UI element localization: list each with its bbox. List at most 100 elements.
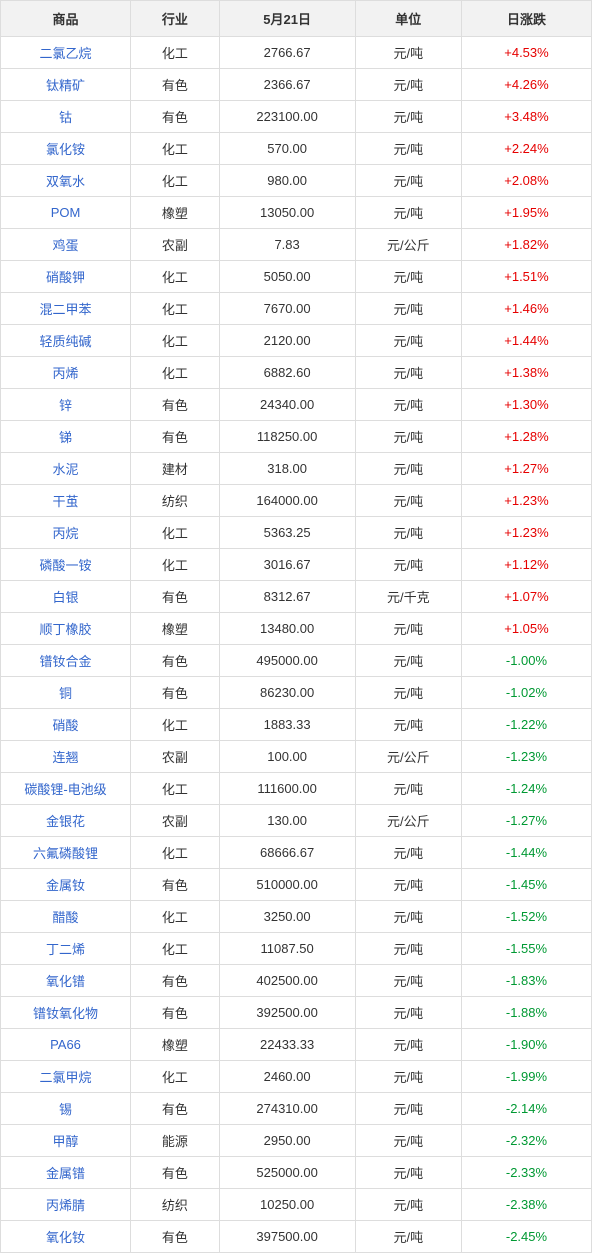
cell-product[interactable]: 碳酸锂-电池级 (1, 773, 131, 805)
cell-unit: 元/吨 (355, 709, 461, 741)
cell-product[interactable]: 镨钕氧化物 (1, 997, 131, 1029)
cell-price: 86230.00 (219, 677, 355, 709)
cell-unit: 元/吨 (355, 1189, 461, 1221)
cell-industry: 有色 (131, 677, 220, 709)
cell-unit: 元/吨 (355, 1093, 461, 1125)
table-row: 镨钕氧化物有色392500.00元/吨-1.88% (1, 997, 592, 1029)
cell-product[interactable]: 丁二烯 (1, 933, 131, 965)
cell-product[interactable]: 锌 (1, 389, 131, 421)
cell-price: 402500.00 (219, 965, 355, 997)
cell-industry: 化工 (131, 293, 220, 325)
cell-product[interactable]: 连翘 (1, 741, 131, 773)
cell-industry: 化工 (131, 165, 220, 197)
cell-product[interactable]: 金属钕 (1, 869, 131, 901)
cell-price: 3250.00 (219, 901, 355, 933)
cell-product[interactable]: 氧化镨 (1, 965, 131, 997)
cell-product[interactable]: 水泥 (1, 453, 131, 485)
cell-change: +1.28% (461, 421, 591, 453)
table-row: 碳酸锂-电池级化工111600.00元/吨-1.24% (1, 773, 592, 805)
cell-product[interactable]: 氯化铵 (1, 133, 131, 165)
cell-price: 397500.00 (219, 1221, 355, 1253)
cell-change: +3.48% (461, 101, 591, 133)
cell-industry: 有色 (131, 1221, 220, 1253)
cell-product[interactable]: 丙烯 (1, 357, 131, 389)
cell-product[interactable]: 鸡蛋 (1, 229, 131, 261)
cell-price: 2950.00 (219, 1125, 355, 1157)
cell-price: 68666.67 (219, 837, 355, 869)
cell-product[interactable]: 六氟磷酸锂 (1, 837, 131, 869)
cell-product[interactable]: PA66 (1, 1029, 131, 1061)
cell-change: -1.27% (461, 805, 591, 837)
cell-product[interactable]: 醋酸 (1, 901, 131, 933)
cell-price: 164000.00 (219, 485, 355, 517)
cell-product[interactable]: 硝酸 (1, 709, 131, 741)
cell-change: +1.44% (461, 325, 591, 357)
cell-price: 2460.00 (219, 1061, 355, 1093)
table-row: 丁二烯化工11087.50元/吨-1.55% (1, 933, 592, 965)
cell-price: 13050.00 (219, 197, 355, 229)
cell-product[interactable]: 干茧 (1, 485, 131, 517)
cell-unit: 元/吨 (355, 613, 461, 645)
cell-product[interactable]: 混二甲苯 (1, 293, 131, 325)
cell-price: 5050.00 (219, 261, 355, 293)
cell-industry: 有色 (131, 421, 220, 453)
cell-product[interactable]: POM (1, 197, 131, 229)
cell-product[interactable]: 钛精矿 (1, 69, 131, 101)
cell-product[interactable]: 硝酸钾 (1, 261, 131, 293)
cell-price: 13480.00 (219, 613, 355, 645)
cell-unit: 元/公斤 (355, 805, 461, 837)
table-row: 二氯乙烷化工2766.67元/吨+4.53% (1, 37, 592, 69)
cell-product[interactable]: 双氧水 (1, 165, 131, 197)
table-row: PA66橡塑22433.33元/吨-1.90% (1, 1029, 592, 1061)
cell-price: 3016.67 (219, 549, 355, 581)
cell-industry: 有色 (131, 1093, 220, 1125)
cell-industry: 有色 (131, 965, 220, 997)
cell-product[interactable]: 钴 (1, 101, 131, 133)
table-row: 硝酸化工1883.33元/吨-1.22% (1, 709, 592, 741)
cell-product[interactable]: 轻质纯碱 (1, 325, 131, 357)
cell-product[interactable]: 丙烷 (1, 517, 131, 549)
cell-unit: 元/吨 (355, 965, 461, 997)
cell-product[interactable]: 顺丁橡胶 (1, 613, 131, 645)
cell-industry: 化工 (131, 709, 220, 741)
table-header: 商品 行业 5月21日 单位 日涨跌 (1, 1, 592, 37)
col-date-price: 5月21日 (219, 1, 355, 37)
cell-product[interactable]: 丙烯腈 (1, 1189, 131, 1221)
table-row: 丙烯腈纺织10250.00元/吨-2.38% (1, 1189, 592, 1221)
cell-price: 2766.67 (219, 37, 355, 69)
cell-product[interactable]: 镨钕合金 (1, 645, 131, 677)
cell-product[interactable]: 铜 (1, 677, 131, 709)
cell-product[interactable]: 氧化钕 (1, 1221, 131, 1253)
cell-product[interactable]: 金银花 (1, 805, 131, 837)
cell-unit: 元/吨 (355, 197, 461, 229)
cell-change: -1.88% (461, 997, 591, 1029)
cell-change: +2.24% (461, 133, 591, 165)
cell-product[interactable]: 磷酸一铵 (1, 549, 131, 581)
cell-price: 11087.50 (219, 933, 355, 965)
cell-industry: 橡塑 (131, 1029, 220, 1061)
commodity-price-table: 商品 行业 5月21日 单位 日涨跌 二氯乙烷化工2766.67元/吨+4.53… (0, 0, 592, 1253)
cell-price: 8312.67 (219, 581, 355, 613)
cell-industry: 有色 (131, 69, 220, 101)
table-body: 二氯乙烷化工2766.67元/吨+4.53%钛精矿有色2366.67元/吨+4.… (1, 37, 592, 1253)
table-row: 醋酸化工3250.00元/吨-1.52% (1, 901, 592, 933)
cell-industry: 化工 (131, 37, 220, 69)
cell-unit: 元/公斤 (355, 229, 461, 261)
cell-product[interactable]: 金属镨 (1, 1157, 131, 1189)
cell-product[interactable]: 二氯乙烷 (1, 37, 131, 69)
cell-change: -2.14% (461, 1093, 591, 1125)
cell-product[interactable]: 甲醇 (1, 1125, 131, 1157)
cell-industry: 有色 (131, 389, 220, 421)
cell-industry: 化工 (131, 933, 220, 965)
cell-change: +1.23% (461, 485, 591, 517)
cell-industry: 有色 (131, 101, 220, 133)
table-row: 镨钕合金有色495000.00元/吨-1.00% (1, 645, 592, 677)
cell-product[interactable]: 锡 (1, 1093, 131, 1125)
cell-product[interactable]: 二氯甲烷 (1, 1061, 131, 1093)
table-row: 连翘农副100.00元/公斤-1.23% (1, 741, 592, 773)
cell-unit: 元/吨 (355, 421, 461, 453)
cell-change: +1.46% (461, 293, 591, 325)
cell-product[interactable]: 白银 (1, 581, 131, 613)
cell-product[interactable]: 锑 (1, 421, 131, 453)
cell-change: -1.90% (461, 1029, 591, 1061)
